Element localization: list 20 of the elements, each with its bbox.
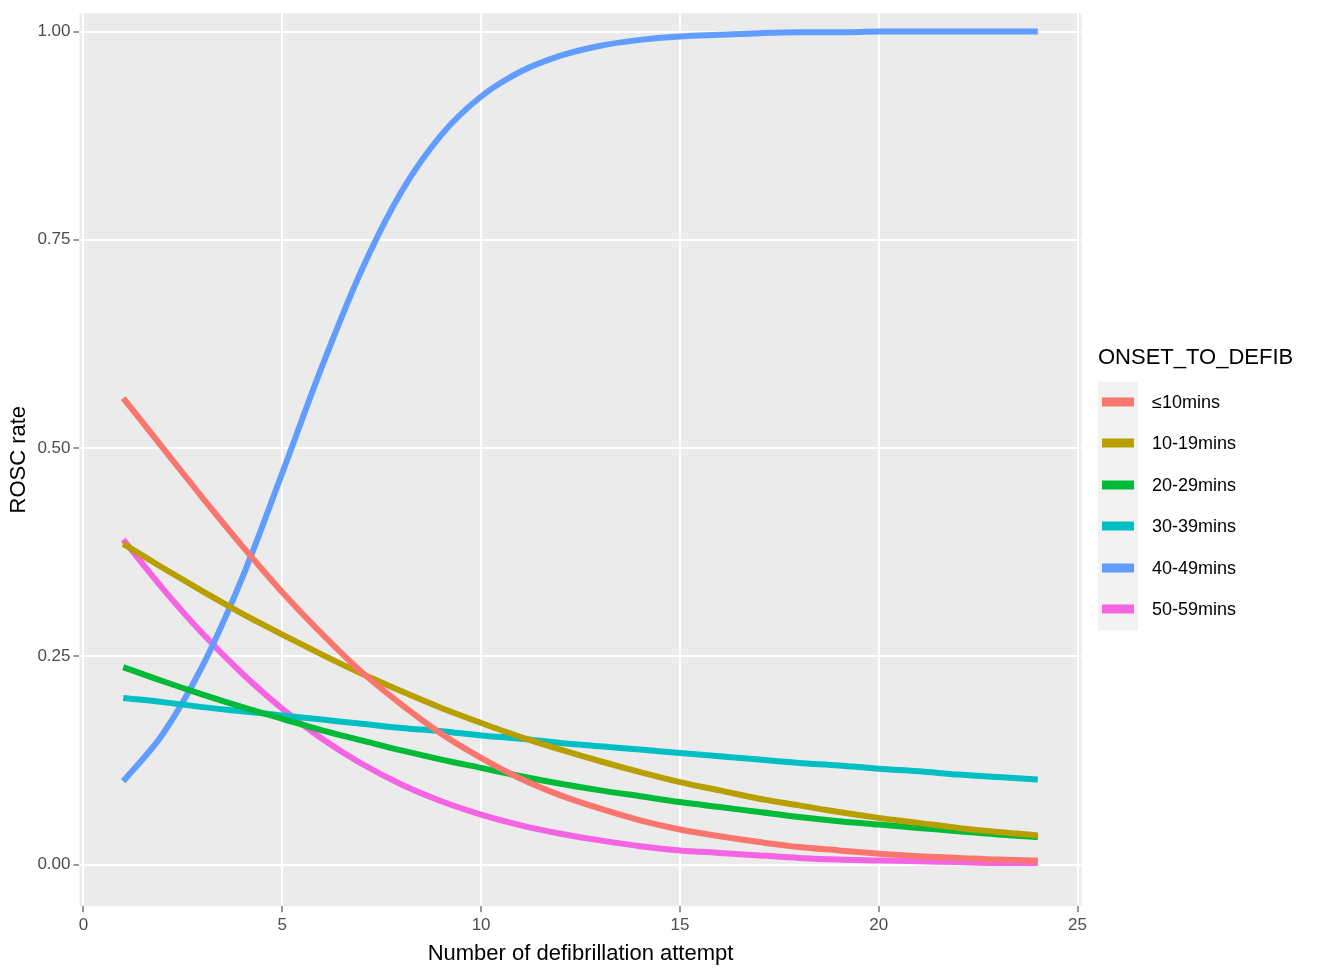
x-axis-title: Number of defibrillation attempt	[427, 939, 734, 965]
x-tick-label: 5	[277, 915, 288, 935]
y-tick-label: 0.50	[37, 437, 71, 457]
x-tick-label: 20	[869, 915, 889, 935]
y-axis-title: ROSC rate	[5, 405, 31, 514]
x-tick-label: 25	[1068, 915, 1088, 935]
x-tick-label: 10	[471, 915, 491, 935]
legend-label: 50-59mins	[1152, 598, 1237, 620]
legend-label: 40-49mins	[1152, 557, 1237, 579]
y-tick-label: 0.00	[37, 854, 71, 874]
y-tick-label: 1.00	[37, 21, 71, 41]
legend-label: 20-29mins	[1152, 474, 1237, 496]
y-tick-label: 0.75	[37, 229, 71, 249]
legend-label: 30-39mins	[1152, 515, 1237, 537]
x-tick-label: 15	[670, 915, 690, 935]
x-tick-label: 0	[78, 915, 89, 935]
legend-label: 10-19mins	[1152, 432, 1237, 454]
legend-title: ONSET_TO_DEFIB	[1098, 343, 1294, 369]
legend-label: ≤10mins	[1152, 391, 1220, 413]
y-tick-label: 0.25	[37, 645, 71, 665]
